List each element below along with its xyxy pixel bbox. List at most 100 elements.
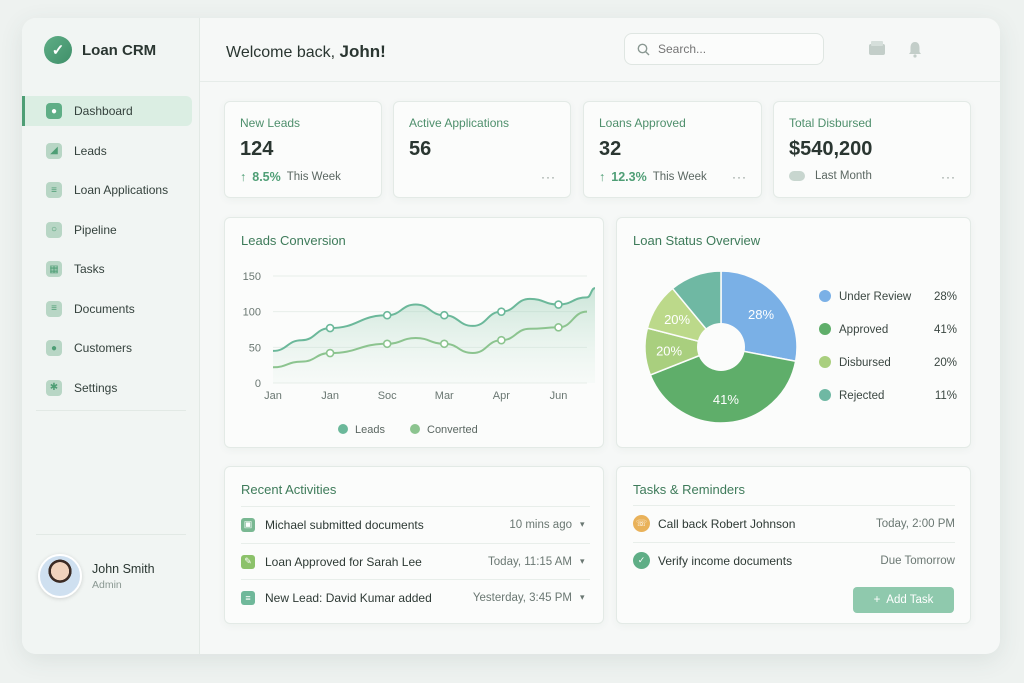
inbox-icon[interactable] — [868, 40, 886, 58]
legend-value: 28% — [934, 291, 957, 303]
stat-card-total-disbursed[interactable]: Total Disbursed $540,200 Last Month ··· — [773, 101, 971, 198]
pie-label: 20% — [664, 312, 690, 327]
x-tick-label: Jun — [550, 390, 568, 402]
stat-footer: ↑ 12.3% This Week — [599, 170, 707, 184]
task-time: Today, 2:00 PM — [875, 517, 955, 530]
more-options-icon[interactable]: ··· — [941, 170, 956, 184]
stat-card-loans-approved[interactable]: Loans Approved 32 ↑ 12.3% This Week ··· — [583, 101, 762, 198]
y-tick-label: 50 — [249, 342, 261, 354]
converted-point — [439, 339, 449, 349]
activity-text: New Lead: David Kumar added — [265, 590, 432, 605]
sidebar-item-documents[interactable]: ≡ Documents — [22, 294, 192, 324]
sidebar-divider — [36, 534, 186, 535]
search-input[interactable] — [658, 42, 808, 56]
pie-label: 20% — [656, 343, 682, 358]
check-icon: ✓ — [633, 552, 650, 569]
activity-time: Yesterday, 3:45 PM — [472, 591, 572, 604]
stat-title: Total Disbursed — [789, 116, 872, 130]
legend-dot — [338, 424, 348, 434]
more-options-icon[interactable]: ··· — [541, 170, 556, 184]
sidebar-item-label: Tasks — [74, 262, 105, 276]
sidebar-item-label: Customers — [74, 341, 133, 355]
user-icon: ● — [46, 340, 62, 356]
x-tick-label: Mar — [435, 390, 454, 402]
file-icon: ≡ — [46, 300, 62, 317]
legend-label: Converted — [427, 424, 478, 436]
user-profile[interactable]: John Smith Admin — [38, 554, 155, 598]
sidebar-item-customers[interactable]: ● Customers — [22, 333, 192, 363]
stat-value: $540,200 — [789, 138, 873, 160]
sidebar-item-tasks[interactable]: ▦ Tasks — [22, 254, 192, 284]
sidebar-item-settings[interactable]: ✱ Settings — [22, 373, 192, 403]
profile-role: Admin — [92, 578, 122, 591]
leads-point — [382, 310, 392, 320]
sidebar-item-loan-applications[interactable]: ≡ Loan Applications — [22, 175, 192, 205]
search-box[interactable] — [624, 33, 824, 65]
stat-period: This Week — [652, 171, 707, 183]
legend-value: 20% — [934, 357, 957, 369]
chart-title: Leads Conversion — [241, 233, 346, 248]
bell-icon[interactable] — [906, 40, 924, 58]
chevron-down-icon[interactable]: ▾ — [580, 556, 585, 566]
chevron-down-icon[interactable]: ▾ — [580, 519, 585, 529]
top-header: Welcome back, John! 1 ⌄ — [200, 18, 1000, 82]
task-text: Call back Robert Johnson — [658, 516, 796, 531]
sidebar-item-dashboard[interactable]: ● Dashboard — [22, 96, 192, 126]
legend-label: Leads — [355, 424, 385, 436]
task-time: Due Tomorrow — [880, 554, 955, 567]
sidebar-item-pipeline[interactable]: ○ Pipeline — [22, 215, 192, 245]
task-row[interactable]: ✓ Verify income documents Due Tomorrow — [633, 542, 955, 578]
document-icon: ≡ — [46, 182, 62, 198]
legend-dot — [819, 323, 831, 335]
sidebar-item-label: Documents — [74, 301, 135, 316]
leads-area — [273, 288, 595, 383]
activity-row[interactable]: ≡ New Lead: David Kumar added Yesterday,… — [241, 579, 590, 615]
dashboard-icon: ● — [46, 103, 62, 119]
plus-icon: + — [873, 594, 881, 606]
avatar — [38, 554, 82, 598]
converted-point — [497, 335, 506, 345]
x-tick-label: Soc — [378, 390, 397, 402]
activity-time: 10 mins ago — [509, 518, 572, 531]
sidebar-item-leads[interactable]: ◢ Leads — [22, 136, 192, 166]
activity-time: Today, 11:15 AM — [488, 555, 572, 568]
chevron-down-icon[interactable]: ▾ — [580, 592, 585, 602]
line-chart: 0 50 100 150 Jan Jan Soc Mar Apr Jun Leads Converte… — [243, 271, 596, 436]
stat-change: 12.3% — [611, 170, 647, 184]
legend-label: Approved — [839, 324, 888, 336]
task-row[interactable]: ☏ Call back Robert Johnson Today, 2:00 P… — [633, 505, 955, 541]
more-options-icon[interactable]: ··· — [732, 170, 747, 184]
list-icon: ≡ — [241, 590, 255, 605]
stat-value: 124 — [240, 138, 274, 160]
stat-footer: ↑ 8.5% This Week — [240, 170, 341, 184]
pencil-icon: ✎ — [241, 554, 255, 569]
recent-activities-card: Recent Activities ▣ Michael submitted do… — [224, 466, 604, 624]
stat-card-active-applications[interactable]: Active Applications 56 ··· — [393, 101, 571, 198]
legend-value: 11% — [935, 390, 957, 402]
sidebar-divider — [36, 410, 186, 411]
legend-label: Disbursed — [839, 357, 891, 369]
sidebar-item-label: Leads — [74, 143, 107, 158]
app-window: ✓ Loan CRM ● Dashboard ◢ Leads ≡ Loan Ap… — [22, 18, 1000, 654]
leads-point — [325, 323, 335, 333]
stat-card-new-leads[interactable]: New Leads 124 ↑ 8.5% This Week — [224, 101, 382, 198]
pie-slice — [649, 346, 797, 424]
sidebar: ✓ Loan CRM ● Dashboard ◢ Leads ≡ Loan Ap… — [22, 18, 200, 654]
pie-hole — [697, 323, 745, 371]
activity-row[interactable]: ✎ Loan Approved for Sarah Lee Today, 11:… — [241, 543, 590, 579]
sidebar-item-label: Pipeline — [74, 222, 117, 237]
legend-label: Under Review — [839, 291, 912, 303]
pie-label: 41% — [713, 392, 739, 407]
activity-row[interactable]: ▣ Michael submitted documents 10 mins ag… — [241, 506, 590, 542]
stat-title: New Leads — [240, 116, 301, 130]
chart-title: Loan Status Overview — [633, 233, 761, 248]
pie-chart: 28% 41% 20% 20% Under Review 28% Approved 41% Di… — [644, 270, 957, 424]
sidebar-item-label: Dashboard — [74, 104, 133, 118]
arrow-up-icon: ↑ — [599, 170, 606, 184]
add-task-button[interactable]: + Add Task — [853, 587, 954, 613]
profile-name: John Smith — [92, 561, 155, 576]
brand[interactable]: ✓ Loan CRM — [44, 36, 156, 64]
welcome-message: Welcome back, John! — [226, 42, 386, 62]
legend-dot — [410, 424, 420, 434]
activity-text: Michael submitted documents — [265, 517, 424, 532]
